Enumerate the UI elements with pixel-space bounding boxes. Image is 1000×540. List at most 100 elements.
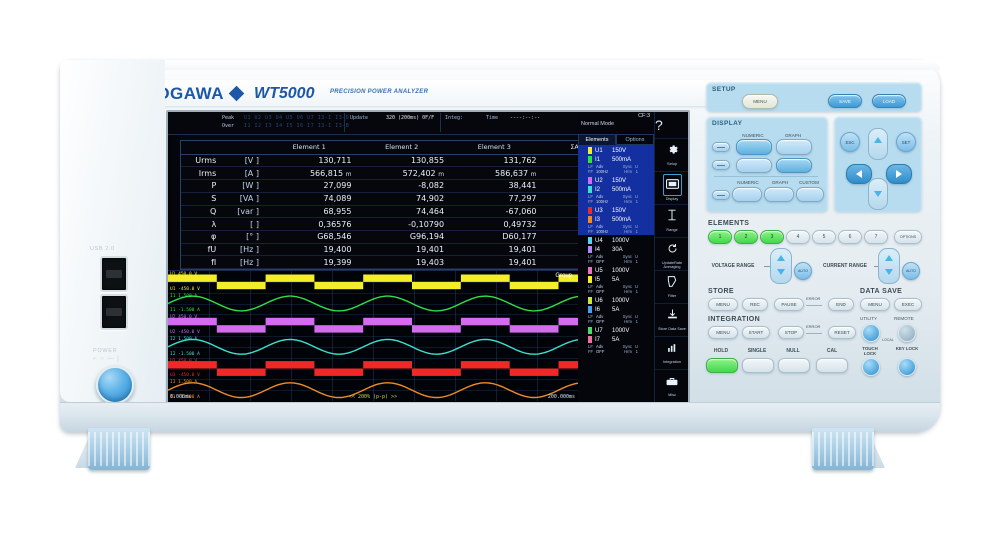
rail-item-label: Display <box>665 197 679 201</box>
waveform-area[interactable]: U1 450.0 V U1 -450.0 V I1 1.500 A I1 -1.500… <box>168 270 578 401</box>
tilt-foot-right[interactable] <box>812 428 874 470</box>
display-graph-button-3[interactable] <box>764 187 794 202</box>
voltage-range-up-button[interactable] <box>770 248 792 284</box>
control-panel[interactable]: SETUP MENU SAVE LOAD DISPLAY NUMERIC GRA… <box>698 70 930 400</box>
esc-button[interactable]: ESC <box>840 132 860 152</box>
element-block[interactable]: U3 150V I3 500mA LF Adv Sync U FF 100Hz Hrm 1 <box>578 205 654 235</box>
setup-load-button[interactable]: LOAD <box>872 94 906 108</box>
display-numeric-button-2[interactable] <box>736 158 772 173</box>
element-button-1[interactable]: 1 <box>708 230 732 244</box>
usb-port-1[interactable] <box>100 256 128 292</box>
single-button[interactable] <box>742 358 774 373</box>
brand-tagline: PRECISION POWER ANALYZER <box>330 89 429 95</box>
remote-label: REMOTE <box>894 316 914 321</box>
data-save-exec-button[interactable]: EXEC <box>894 298 922 311</box>
integration-menu-button[interactable]: MENU <box>708 326 738 339</box>
element-button-3[interactable]: 3 <box>760 230 784 244</box>
nav-up-button[interactable] <box>868 128 888 160</box>
voltage-name: U7 <box>595 327 603 334</box>
display-row2-indicator[interactable] <box>712 160 730 170</box>
elements-tabs[interactable]: Elements Options <box>578 134 654 145</box>
cell-value: 130,855 <box>355 154 449 168</box>
element-button-2[interactable]: 2 <box>734 230 758 244</box>
help-icon[interactable]: ? <box>655 112 688 139</box>
element-button-6[interactable]: 6 <box>838 230 862 244</box>
integration-stop-button[interactable]: STOP <box>778 326 804 339</box>
cell-value: 566,815 m <box>262 166 356 181</box>
rail-item-display[interactable]: Display <box>655 172 688 205</box>
elements-options-button[interactable]: OPTIONS <box>894 230 922 244</box>
element-meta-row-1: LF Adv Sync U <box>588 284 638 289</box>
nav-left-button[interactable] <box>846 164 872 184</box>
voltage-range-value: 1000V <box>612 297 630 304</box>
data-save-menu-button[interactable]: MENU <box>860 298 890 311</box>
nav-right-button[interactable] <box>886 164 912 184</box>
integration-reset-button[interactable]: RESET <box>828 326 856 339</box>
display-graph-button-2[interactable] <box>776 158 812 173</box>
nav-down-button[interactable] <box>868 178 888 210</box>
table-row[interactable]: fI [Hz ] 19,399 19,403 19,401 <box>181 255 633 269</box>
element-button-7[interactable]: 7 <box>864 230 888 244</box>
elements-tab[interactable]: Elements <box>578 134 616 145</box>
integration-start-button[interactable]: START <box>742 326 770 339</box>
element-block[interactable]: U5 1000V I5 5A LF Adv Sync U FF OFF Hrm 1 <box>578 265 654 295</box>
current-auto-button[interactable]: AUTO <box>902 262 920 280</box>
rail-item-range[interactable]: Range <box>655 205 688 238</box>
hold-button[interactable] <box>706 358 738 373</box>
element-button-5[interactable]: 5 <box>812 230 836 244</box>
rail-item-integration[interactable]: Integration <box>655 337 688 370</box>
display-row1-indicator[interactable] <box>712 142 730 152</box>
usb-port-2[interactable] <box>100 294 128 330</box>
power-button[interactable] <box>96 366 134 404</box>
touch-lock-button[interactable] <box>862 358 880 376</box>
element-block[interactable]: U4 1000V I4 30A LF Adv Sync U FF OFF Hrm 1 <box>578 235 654 265</box>
rail-item-store-data-save[interactable]: Store Data Save <box>655 304 688 337</box>
voltage-range-value: 1000V <box>612 267 630 274</box>
menu-rail[interactable]: ? Setup Display Range UpdateRate Averaging F… <box>654 112 688 404</box>
voltage-auto-button[interactable]: AUTO <box>794 262 812 280</box>
key-lock-button[interactable] <box>898 358 916 376</box>
store-pause-button[interactable]: PAUSE <box>774 298 804 311</box>
utility-button[interactable] <box>862 324 880 342</box>
set-button[interactable]: SET <box>896 132 916 152</box>
element-block[interactable]: U1 150V I1 500mA LF Adv Sync U FF 100Hz Hrm 1 <box>578 145 654 175</box>
store-end-button[interactable]: END <box>828 298 854 311</box>
display-custom-button[interactable] <box>796 187 824 202</box>
element-button-4[interactable]: 4 <box>786 230 810 244</box>
rail-item-updaterate-averaging[interactable]: UpdateRate Averaging <box>655 238 688 271</box>
display-numeric-button-3[interactable] <box>732 187 762 202</box>
rail-item-misc[interactable]: Misc <box>655 370 688 403</box>
elements-blocks[interactable]: U1 150V I1 500mA LF Adv Sync U FF 100Hz Hrm 1 U2 150V… <box>578 145 654 355</box>
store-menu-button[interactable]: MENU <box>708 298 738 311</box>
element-block[interactable]: U2 150V I2 500mA LF Adv Sync U FF 100Hz Hrm 1 <box>578 175 654 205</box>
store-rec-button[interactable]: REC <box>742 298 768 311</box>
cal-button[interactable] <box>816 358 848 373</box>
display-screen[interactable]: Peak U1 U2 U3 U4 U5 U6 U7 I3-I I3-D Over I… <box>166 110 690 406</box>
display-numeric-button-1[interactable] <box>736 139 772 155</box>
element-block[interactable]: U6 1000V I6 5A LF Adv Sync U FF OFF Hrm 1 <box>578 295 654 325</box>
null-button[interactable] <box>778 358 810 373</box>
elements-tab[interactable]: Options <box>616 134 654 145</box>
rail-item-filter[interactable]: Filter <box>655 271 688 304</box>
display-row3-indicator[interactable] <box>712 190 730 200</box>
setup-menu-button[interactable]: MENU <box>742 94 778 109</box>
setup-save-button[interactable]: SAVE <box>828 94 862 108</box>
rail-item-setup[interactable]: Setup <box>655 139 688 172</box>
voltage-range-value: 150V <box>612 147 627 154</box>
tilt-foot-left[interactable] <box>88 428 150 470</box>
table-row[interactable]: fU [Hz ] 19,400 19,401 19,401 <box>181 243 633 257</box>
elements-panel[interactable]: CF:3 Normal Mode Elements Options U1 150V I… <box>578 112 654 404</box>
element-block[interactable]: U7 1000V I7 5A LF Adv Sync U FF OFF Hrm 1 <box>578 325 654 355</box>
remote-button[interactable] <box>898 324 916 342</box>
display-graph-button-1[interactable] <box>776 139 812 155</box>
current-range-up-button[interactable] <box>878 248 900 284</box>
